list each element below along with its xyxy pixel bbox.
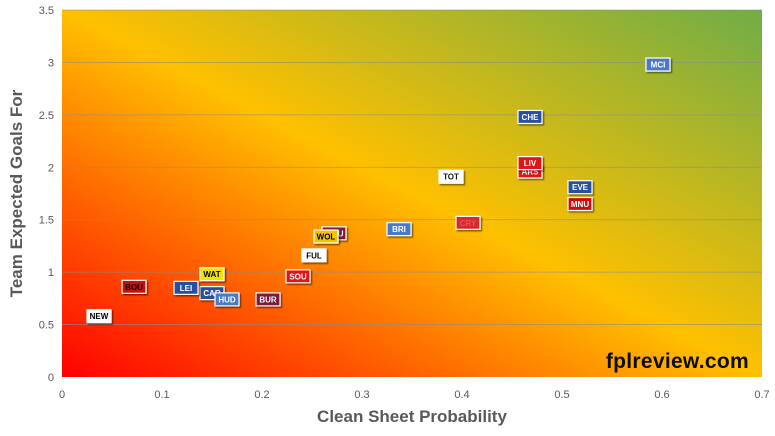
data-point-tot: TOT [438,169,464,184]
data-point-ful: FUL [301,248,327,263]
data-point-eve: EVE [567,180,593,195]
data-point-hud: HUD [214,292,240,307]
watermark: fplreview.com [606,350,749,373]
point-label: SOU [289,272,307,281]
point-label: WOL [317,232,336,241]
y-tick-label: 1 [48,267,54,279]
y-tick-label: 3.5 [39,5,54,17]
point-label: NEW [90,312,109,321]
y-axis-title: Team Expected Goals For [7,89,26,297]
point-marker [567,180,593,195]
point-label: EVE [572,183,589,192]
point-marker [199,267,225,282]
point-label: TOT [443,173,459,182]
data-point-bur: BUR [255,292,281,307]
point-label: HUD [218,295,236,304]
data-point-bou: BOU [121,279,147,294]
point-marker [567,196,593,212]
point-label: ARS [522,167,540,176]
point-label: WAT [203,270,220,279]
y-tick-label: 0.5 [39,320,54,332]
point-marker [214,292,240,307]
point-marker [455,215,481,230]
plot-area-background [62,10,762,377]
x-axis-title: Clean Sheet Probability [317,407,507,426]
data-point-liv: LIV [517,155,543,171]
point-marker [517,155,543,171]
gridlines [62,9,762,325]
data-point-lei: LEI [173,280,199,295]
point-marker [301,248,327,263]
x-tick-label: 0.2 [254,389,269,401]
x-tick-label: 0.4 [454,389,469,401]
point-label: MCI [651,61,666,70]
x-tick-label: 0.5 [554,389,569,401]
point-marker [517,109,543,125]
point-marker [285,269,311,284]
data-point-sou: SOU [285,269,311,284]
point-label: CRY [460,219,477,228]
x-tick-label: 0.1 [154,389,169,401]
x-tick-label: 0.6 [654,389,669,401]
data-points: MCICHEARSLIVEVEMNUTOTCRYBRIWHUWOLFULSOUB… [86,57,671,324]
point-label: CHE [522,113,540,122]
y-axis-ticks: 0 0.5 1 1.5 2 2.5 3 3.5 [39,5,54,384]
point-label: LEI [180,284,192,293]
data-point-che: CHE [517,109,543,125]
data-point-wat: WAT [199,267,225,282]
y-tick-label: 0 [48,372,54,384]
point-label: CAR [203,289,221,298]
point-marker [121,279,147,294]
data-point-new: NEW [86,309,112,324]
data-point-bri: BRI [386,222,412,237]
point-label: FUL [306,251,322,260]
point-marker [86,309,112,324]
point-label: BUR [259,295,277,304]
data-point-cry: CRY [455,215,481,230]
point-label: BOU [125,283,143,292]
point-marker [438,169,464,184]
x-tick-label: 0.3 [354,389,369,401]
y-tick-label: 2 [48,162,54,174]
x-tick-label: 0.7 [754,389,769,401]
data-point-wol: WOL [313,229,339,244]
point-label: BRI [392,225,406,234]
point-marker [645,57,671,72]
data-point-mci: MCI [645,57,671,72]
point-marker [386,222,412,237]
x-tick-label: 0 [59,389,65,401]
y-tick-label: 2.5 [39,110,54,122]
point-label: MNU [571,200,589,209]
y-tick-label: 3 [48,57,54,69]
y-tick-label: 1.5 [39,215,54,227]
point-marker [313,229,339,244]
data-point-mnu: MNU [567,196,593,212]
x-axis-ticks: 0 0.1 0.2 0.3 0.4 0.5 0.6 0.7 [59,389,770,401]
point-marker [255,292,281,307]
point-label: LIV [524,159,537,168]
point-marker [173,280,199,295]
